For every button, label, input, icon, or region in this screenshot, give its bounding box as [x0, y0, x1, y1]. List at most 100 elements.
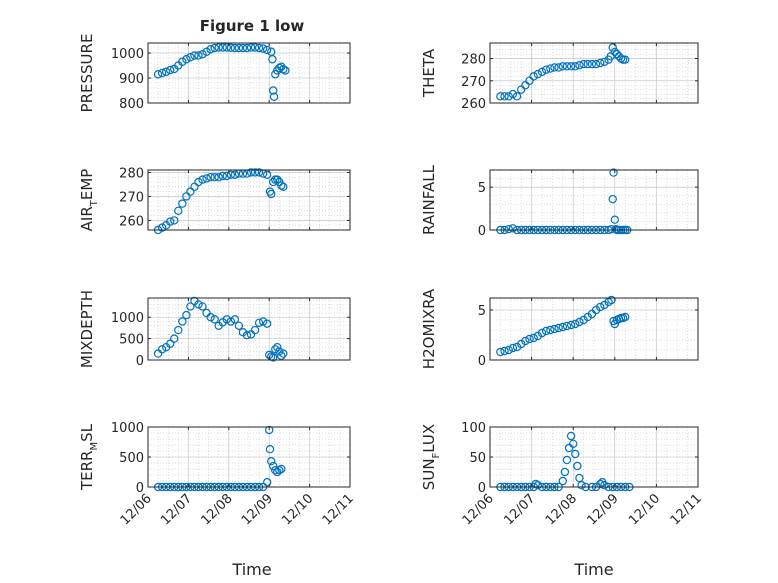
- data-point: [279, 182, 288, 191]
- data-point: [500, 346, 509, 356]
- y-axis-label: RAINFALL: [420, 164, 438, 235]
- data-point: [269, 86, 278, 95]
- data-point: [275, 347, 284, 356]
- data-point: [186, 302, 195, 311]
- data-point: [529, 72, 538, 81]
- data-point: [529, 333, 538, 343]
- data-point: [186, 53, 195, 62]
- y-tick-label: 50: [469, 451, 486, 466]
- data-point: [206, 172, 215, 182]
- data-point: [178, 199, 187, 208]
- data-point: [202, 174, 211, 183]
- data-point: [562, 455, 572, 465]
- data-point: [218, 171, 227, 181]
- data-point: [267, 189, 276, 199]
- data-point: [569, 439, 578, 448]
- data-point: [238, 43, 248, 53]
- data-point: [583, 59, 592, 69]
- data-point: [194, 177, 203, 187]
- data-point: [525, 334, 534, 344]
- data-point: [157, 345, 167, 354]
- subplot-7: 0 500 1000 12/06 12/07 12/08 12/09 12/10 12/11 TE…: [78, 421, 357, 528]
- x-tick-label: 12/08: [543, 491, 580, 528]
- axes-box: [489, 169, 699, 231]
- y-tick-label: 1000: [111, 47, 144, 62]
- data-point: [537, 67, 547, 77]
- data-point: [234, 43, 244, 53]
- y-axis-label: SUNFLUX: [420, 424, 442, 490]
- data-point: [262, 170, 272, 179]
- data-point: [275, 466, 284, 475]
- data-point: [577, 481, 586, 490]
- data-point: [170, 334, 179, 343]
- axes-box: [147, 42, 351, 104]
- subplot-4: 0 5 RAINFALL: [420, 164, 699, 239]
- data-point: [521, 336, 530, 346]
- data-point: [262, 478, 272, 487]
- data-point: [254, 43, 264, 53]
- data-point: [153, 70, 163, 79]
- data-point: [267, 457, 276, 466]
- data-point: [596, 302, 605, 312]
- y-tick-label: 0: [478, 481, 486, 496]
- data-point: [222, 171, 231, 181]
- x-tick-label: 12/06: [118, 491, 155, 528]
- data-point: [250, 43, 260, 52]
- data-point: [226, 43, 236, 52]
- data-point: [587, 59, 597, 69]
- data-point: [550, 324, 559, 334]
- axes-box: [147, 169, 351, 231]
- y-tick-label: 100: [461, 421, 486, 436]
- data-point: [500, 92, 509, 101]
- y-tick-label: 1000: [111, 311, 144, 326]
- data-point: [178, 317, 187, 326]
- data-point: [271, 466, 280, 475]
- data-point: [537, 328, 547, 338]
- y-axis-label: AIRTEMP: [78, 169, 100, 232]
- data-point: [194, 300, 203, 309]
- data-point: [277, 181, 286, 190]
- axes-box: [147, 297, 351, 361]
- y-tick-label: 5: [478, 181, 486, 196]
- data-point: [571, 62, 580, 71]
- data-point: [182, 310, 191, 320]
- y-axis-label: PRESSURE: [78, 34, 96, 113]
- data-point: [254, 168, 264, 177]
- axes-box: [489, 42, 699, 104]
- data-point: [206, 45, 215, 54]
- data-point: [612, 49, 622, 59]
- data-point: [610, 215, 620, 224]
- data-point: [182, 192, 191, 201]
- y-axis-label: MIXDEPTH: [78, 290, 96, 368]
- data-point: [198, 175, 207, 184]
- data-point: [596, 58, 605, 68]
- data-point: [571, 319, 580, 329]
- data-point: [621, 55, 630, 64]
- data-point: [230, 43, 240, 53]
- data-point: [504, 224, 513, 234]
- data-point: [596, 479, 605, 489]
- y-tick-label: 0: [478, 354, 486, 369]
- data-point: [541, 326, 551, 336]
- data-point: [262, 45, 272, 55]
- x-tick-label: 12/06: [460, 491, 497, 528]
- data-point: [621, 312, 630, 322]
- y-tick-label: 500: [119, 333, 144, 348]
- data-point: [210, 172, 219, 182]
- subplot-5: 0 500 1000 MIXDEPTH: [78, 290, 351, 369]
- data-point: [166, 217, 175, 226]
- y-tick-label: 500: [119, 451, 144, 466]
- data-point: [186, 187, 195, 196]
- data-point: [242, 43, 252, 53]
- data-point: [554, 323, 563, 333]
- data-point: [558, 322, 568, 332]
- data-point: [262, 319, 272, 328]
- data-point: [161, 67, 171, 76]
- data-point: [194, 51, 203, 60]
- figure-title: Figure 1 low: [200, 17, 305, 35]
- data-point: [496, 347, 505, 357]
- y-axis-label: THETA: [420, 48, 438, 98]
- data-point: [517, 85, 526, 94]
